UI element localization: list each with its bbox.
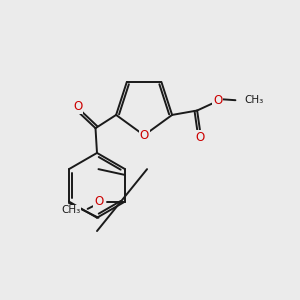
Text: O: O (196, 131, 205, 144)
Text: O: O (94, 195, 103, 208)
Text: O: O (140, 129, 149, 142)
Text: CH₃: CH₃ (244, 95, 263, 105)
Text: O: O (213, 94, 222, 107)
Text: O: O (73, 100, 83, 113)
Text: CH₃: CH₃ (61, 206, 80, 215)
